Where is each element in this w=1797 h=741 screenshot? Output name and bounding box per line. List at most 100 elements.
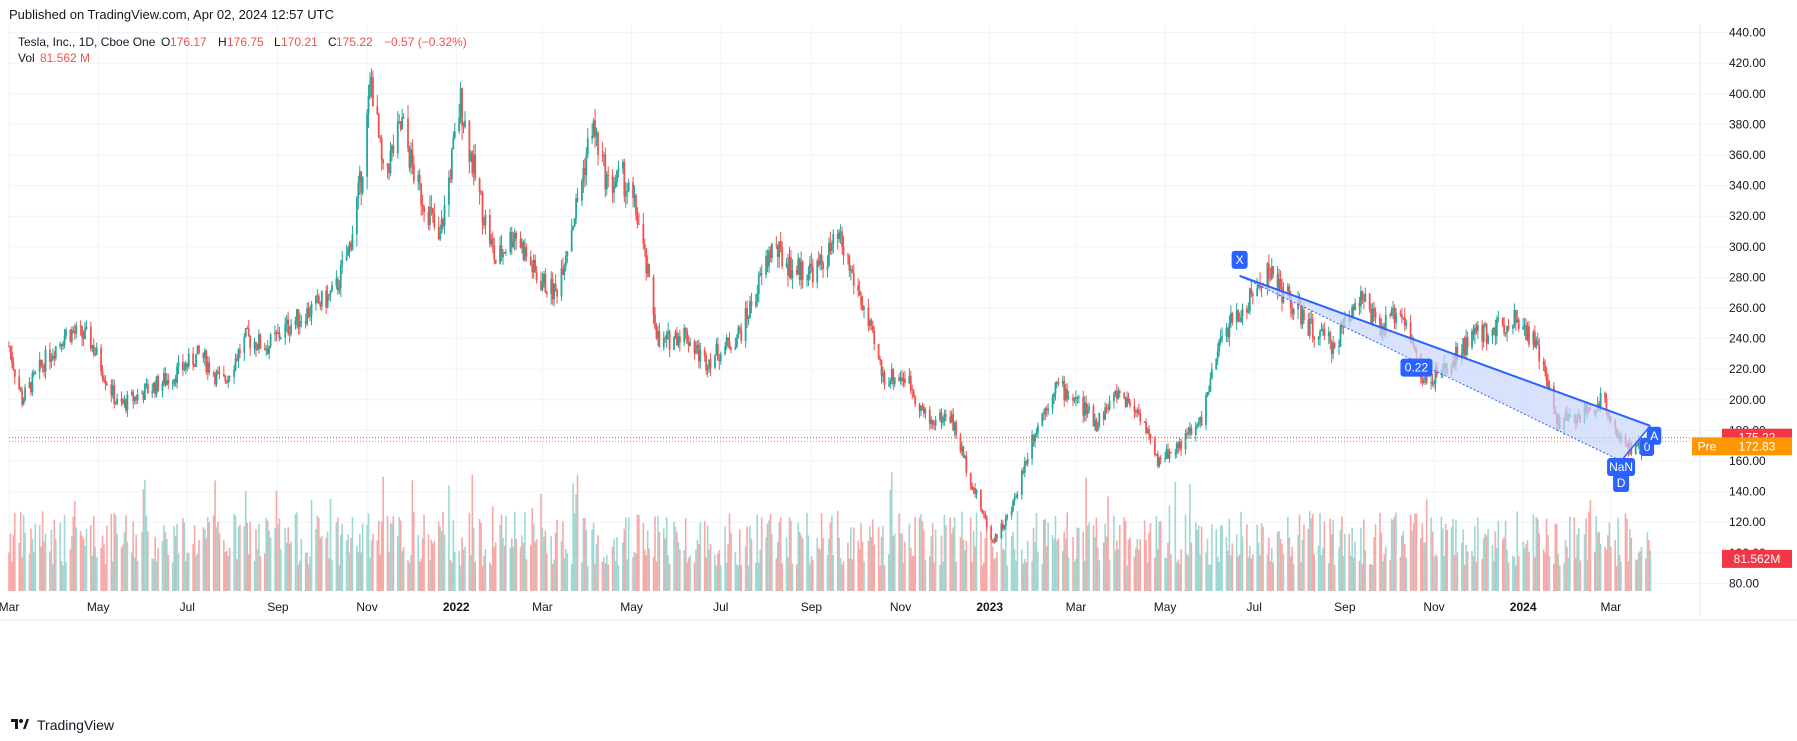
volume-bar [923, 530, 925, 591]
volume-bar [1002, 548, 1004, 591]
candle-body [1507, 325, 1510, 329]
pattern-point-d-bg [1613, 473, 1630, 492]
volume-bar [1178, 563, 1181, 591]
candle-body [1434, 367, 1437, 384]
volume-bar [1547, 534, 1549, 591]
candle-body [771, 243, 773, 258]
volume-bar [1287, 516, 1289, 591]
volume-bar [427, 534, 430, 591]
volume-bar [1523, 548, 1526, 591]
candle-body [696, 344, 699, 350]
volume-bar [812, 560, 814, 591]
candle-body [969, 472, 972, 486]
volume-bar [1589, 500, 1592, 591]
candle-body [1485, 323, 1488, 344]
volume-bar [369, 557, 371, 591]
candle-body [1548, 386, 1551, 390]
footer-brand[interactable]: TradingView [9, 717, 114, 733]
candle-body [1604, 392, 1606, 399]
volume-bar [1615, 565, 1618, 591]
volume-bar [725, 562, 728, 591]
candle-body [940, 412, 943, 423]
time-axis[interactable]: Mar May Jul Sep Nov 2022 Mar May Jul Sep Nov 2023 Ma… [0, 600, 1621, 614]
candle-body [1535, 340, 1538, 348]
candle-body [145, 383, 148, 385]
candle-body [154, 382, 157, 395]
candle-body [657, 331, 659, 339]
candle-body [788, 257, 791, 276]
candle-body [924, 409, 927, 414]
volume-bar [914, 516, 916, 591]
volume-bar [1168, 505, 1171, 591]
volume-bar [1184, 514, 1187, 591]
candle-body [652, 277, 655, 315]
candle-body [1063, 381, 1066, 400]
volume-bar [788, 517, 791, 591]
volume-bar [921, 521, 924, 591]
volume-bar [122, 544, 124, 591]
volume-bar [1250, 558, 1253, 591]
volume-bar [807, 535, 810, 591]
volume-bar [581, 562, 583, 591]
price-axis[interactable]: 440.00420.00400.00380.00360.00340.00320.… [1729, 26, 1766, 591]
candle-body [1073, 398, 1076, 401]
candle-body [1205, 395, 1207, 426]
volume-bar [899, 533, 902, 591]
volume-bar [429, 560, 431, 591]
volume-bar [585, 530, 588, 591]
volume-bar [890, 472, 893, 591]
candle-body [269, 334, 272, 347]
candle-body [85, 326, 88, 329]
volume-bar [1032, 527, 1035, 591]
candle-body [452, 137, 455, 150]
candle-body [693, 341, 696, 354]
candle-body [975, 490, 978, 494]
volume-bar [1034, 542, 1036, 591]
candle-body [73, 332, 76, 334]
candle-body [1636, 444, 1639, 446]
volume-bar [357, 552, 360, 591]
candle-body [184, 363, 187, 369]
candle-body [1240, 317, 1242, 322]
volume-bar [1383, 553, 1386, 591]
candle-body [904, 378, 906, 384]
volume-bar [145, 515, 148, 591]
volume-bar [829, 522, 832, 591]
volume-bar [582, 517, 585, 591]
volume-bar [462, 549, 465, 591]
volume-bar [1368, 564, 1371, 591]
volume-bar [1174, 481, 1177, 591]
candle-body [1276, 273, 1279, 291]
candle-body [1209, 378, 1212, 392]
candle-body [1158, 457, 1161, 467]
price-tick-label: 80.00 [1729, 576, 1759, 590]
candle-body [754, 301, 757, 307]
volume-bar [82, 538, 85, 591]
candle-body [133, 396, 136, 402]
volume-bar [130, 552, 133, 591]
candle-body [880, 360, 883, 377]
volume-bar [1329, 518, 1332, 591]
volume-bar [310, 499, 313, 591]
volume-bar [911, 556, 914, 591]
volume-bar [1409, 514, 1412, 591]
candle-body [1094, 419, 1096, 427]
candle-body [1246, 308, 1248, 313]
volume-bar [950, 533, 953, 591]
candle-body [1104, 407, 1107, 420]
volume-bar [111, 561, 114, 591]
candle-body [412, 164, 415, 182]
candle-body [714, 355, 716, 368]
candle-body [564, 256, 567, 266]
volume-bar [1433, 557, 1435, 591]
candle-body [351, 234, 354, 251]
pattern-ratio-d-bg [1607, 457, 1636, 476]
volume-bar [1127, 539, 1130, 591]
candle-body [949, 416, 952, 423]
candle-body [914, 396, 917, 405]
candle-body [1389, 315, 1392, 317]
legend-low-value: 170.21 [281, 35, 318, 49]
candle-body [377, 114, 380, 138]
